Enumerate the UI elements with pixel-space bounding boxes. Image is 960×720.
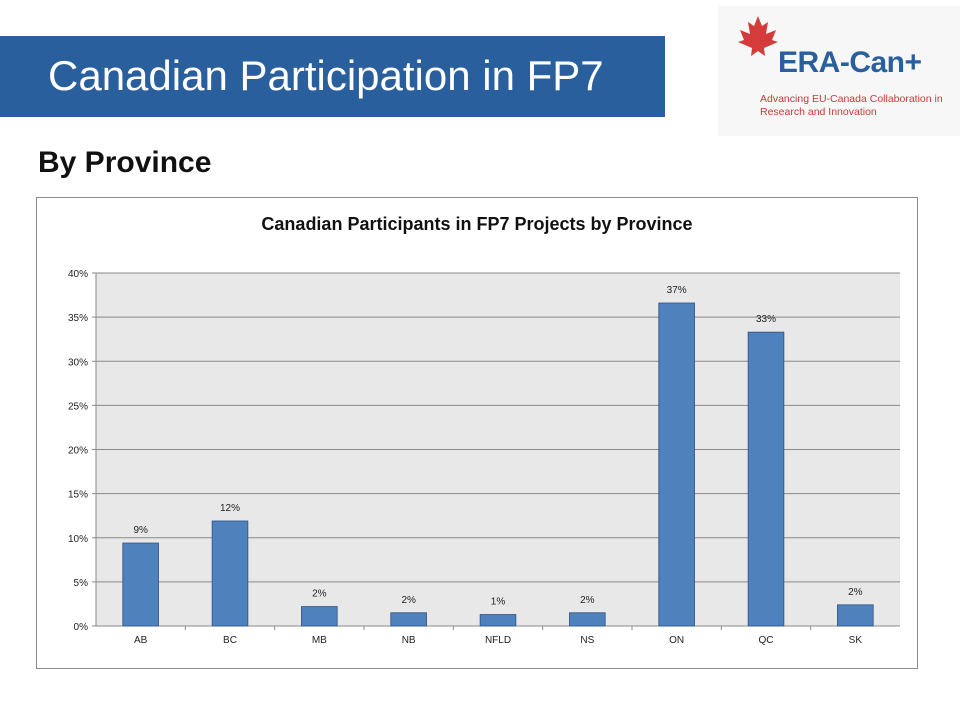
y-tick-label: 15% bbox=[68, 490, 88, 501]
logo-name: ERA-Can+ bbox=[778, 46, 922, 79]
data-label-sk: 2% bbox=[848, 587, 863, 598]
data-label-ns: 2% bbox=[580, 595, 595, 606]
bar-nb bbox=[390, 612, 427, 627]
chart-title: Canadian Participants in FP7 Projects by… bbox=[261, 214, 692, 234]
x-tick-label-on: ON bbox=[669, 635, 684, 646]
bar-on bbox=[658, 302, 695, 627]
bar-bc bbox=[211, 520, 249, 627]
maple-leaf-icon bbox=[738, 16, 778, 56]
x-tick-label-qc: QC bbox=[759, 635, 774, 646]
slide-title: Canadian Participation in FP7 bbox=[48, 52, 604, 99]
title-bar: Canadian Participation in FP7 bbox=[0, 36, 665, 117]
y-tick-label: 20% bbox=[68, 446, 88, 457]
y-tick-label: 30% bbox=[68, 357, 88, 368]
bar-nfld bbox=[479, 614, 517, 627]
data-label-on: 37% bbox=[667, 285, 687, 296]
bar-ns bbox=[569, 612, 606, 627]
y-tick-label: 35% bbox=[68, 313, 88, 324]
y-tick-label: 25% bbox=[68, 401, 88, 412]
data-label-mb: 2% bbox=[312, 589, 327, 600]
x-tick-label-ab: AB bbox=[134, 635, 148, 646]
bar-ab bbox=[122, 542, 159, 627]
x-tick-label-bc: BC bbox=[223, 635, 237, 646]
y-tick-label: 40% bbox=[68, 269, 88, 280]
bar-qc bbox=[747, 331, 785, 627]
x-tick-label-ns: NS bbox=[580, 635, 594, 646]
x-tick-label-sk: SK bbox=[849, 635, 863, 646]
slide-subtitle: By Province bbox=[38, 146, 212, 179]
x-tick-label-nfld: NFLD bbox=[485, 635, 511, 646]
bar-chart: Canadian Participants in FP7 Projects by… bbox=[68, 214, 900, 646]
y-tick-label: 10% bbox=[68, 534, 88, 545]
x-tick-label-mb: MB bbox=[312, 635, 327, 646]
data-label-qc: 33% bbox=[756, 314, 776, 325]
data-label-bc: 12% bbox=[220, 503, 240, 514]
y-tick-label: 0% bbox=[74, 622, 89, 633]
chart-frame: Canadian Participants in FP7 Projects by… bbox=[36, 197, 918, 669]
data-label-nb: 2% bbox=[401, 595, 416, 606]
era-can-logo: ERA-Can+ Advancing EU-Canada Collaborati… bbox=[718, 6, 960, 136]
data-label-nfld: 1% bbox=[491, 597, 506, 608]
y-tick-label: 5% bbox=[74, 578, 89, 589]
bar-mb bbox=[301, 606, 338, 627]
bar-sk bbox=[837, 604, 874, 627]
x-tick-label-nb: NB bbox=[402, 635, 416, 646]
logo-tagline: Advancing EU-Canada Collaboration in Res… bbox=[760, 93, 943, 118]
data-label-ab: 9% bbox=[133, 525, 148, 536]
